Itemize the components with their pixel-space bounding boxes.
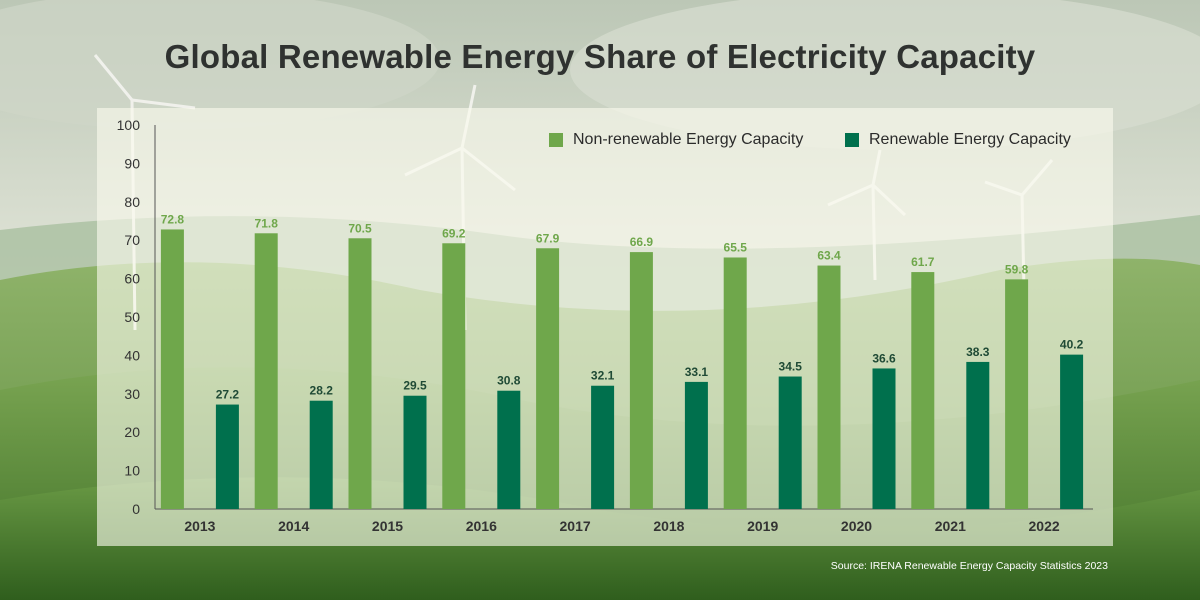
y-tick-label: 100 bbox=[117, 117, 141, 133]
x-tick-label-2021: 2021 bbox=[935, 518, 966, 534]
bar-renewable-2017 bbox=[591, 385, 615, 509]
bar-nonrenewable-2013 bbox=[160, 229, 184, 509]
bar-nonrenewable-2015 bbox=[348, 238, 372, 509]
legend-swatch-renewable bbox=[845, 133, 859, 147]
y-tick-label: 20 bbox=[124, 424, 140, 440]
chart-title: Global Renewable Energy Share of Electri… bbox=[164, 38, 1036, 75]
bar-nonrenewable-2018 bbox=[629, 252, 653, 509]
x-tick-label-2018: 2018 bbox=[653, 518, 684, 534]
value-label-renewable-2015: 29.5 bbox=[403, 379, 427, 393]
value-label-renewable-2019: 34.5 bbox=[779, 360, 803, 374]
x-axis-ticks: 2013 2014 2015 2016 2017 2018 2019 2020 2021 2022 bbox=[184, 518, 1060, 534]
value-label-renewable-2020: 36.6 bbox=[872, 351, 896, 365]
bar-renewable-2014 bbox=[309, 400, 333, 509]
value-labels: 72.8 27.2 71.8 28.2 70.5 29.5 69.2 30.8 67.9 32.1… bbox=[161, 212, 1084, 401]
bar-nonrenewable-2017 bbox=[536, 248, 560, 509]
value-label-nonrenewable-2015: 70.5 bbox=[348, 221, 372, 235]
chart-axes bbox=[154, 125, 1093, 510]
legend-swatch-nonrenewable bbox=[549, 133, 563, 147]
x-tick-label-2016: 2016 bbox=[466, 518, 497, 534]
value-label-nonrenewable-2017: 67.9 bbox=[536, 231, 560, 245]
value-label-renewable-2013: 27.2 bbox=[216, 388, 240, 402]
x-tick-label-2017: 2017 bbox=[560, 518, 591, 534]
legend-label-nonrenewable: Non-renewable Energy Capacity bbox=[573, 131, 804, 148]
y-tick-label: 40 bbox=[124, 347, 140, 363]
value-label-nonrenewable-2019: 65.5 bbox=[724, 240, 748, 254]
x-tick-label-2014: 2014 bbox=[278, 518, 309, 534]
value-label-nonrenewable-2014: 71.8 bbox=[255, 216, 279, 230]
bar-nonrenewable-2021 bbox=[911, 272, 935, 509]
bar-nonrenewable-2014 bbox=[254, 233, 278, 509]
source-note: Source: IRENA Renewable Energy Capacity … bbox=[830, 560, 1108, 572]
x-tick-label-2020: 2020 bbox=[841, 518, 872, 534]
bar-nonrenewable-2016 bbox=[442, 243, 466, 509]
value-label-nonrenewable-2022: 59.8 bbox=[1005, 262, 1029, 276]
y-tick-label: 60 bbox=[124, 271, 140, 287]
y-tick-label: 0 bbox=[132, 501, 140, 517]
bar-nonrenewable-2020 bbox=[817, 265, 841, 509]
bar-renewable-2022 bbox=[1060, 354, 1084, 509]
bar-renewable-2018 bbox=[684, 381, 708, 509]
x-tick-label-2019: 2019 bbox=[747, 518, 778, 534]
bars bbox=[160, 229, 1084, 509]
value-label-nonrenewable-2020: 63.4 bbox=[817, 249, 841, 263]
x-tick-label-2013: 2013 bbox=[184, 518, 215, 534]
value-label-nonrenewable-2016: 69.2 bbox=[442, 226, 466, 240]
bar-renewable-2015 bbox=[403, 395, 427, 509]
bar-renewable-2021 bbox=[966, 361, 990, 509]
y-tick-label: 50 bbox=[124, 309, 140, 325]
value-label-nonrenewable-2013: 72.8 bbox=[161, 212, 185, 226]
value-label-renewable-2018: 33.1 bbox=[685, 365, 709, 379]
value-label-nonrenewable-2021: 61.7 bbox=[911, 255, 935, 269]
x-tick-label-2022: 2022 bbox=[1029, 518, 1060, 534]
x-tick-label-2015: 2015 bbox=[372, 518, 403, 534]
bar-renewable-2020 bbox=[872, 368, 896, 509]
bar-nonrenewable-2019 bbox=[723, 257, 747, 509]
y-tick-label: 80 bbox=[124, 194, 140, 210]
value-label-renewable-2022: 40.2 bbox=[1060, 338, 1084, 352]
bar-renewable-2013 bbox=[215, 404, 239, 509]
value-label-renewable-2016: 30.8 bbox=[497, 374, 521, 388]
legend-label-renewable: Renewable Energy Capacity bbox=[869, 131, 1071, 148]
value-label-renewable-2014: 28.2 bbox=[310, 384, 334, 398]
bar-renewable-2019 bbox=[778, 376, 802, 509]
y-tick-label: 10 bbox=[124, 463, 140, 479]
legend-item-renewable: Renewable Energy Capacity bbox=[845, 131, 1071, 149]
y-tick-label: 30 bbox=[124, 386, 140, 402]
legend-item-nonrenewable: Non-renewable Energy Capacity bbox=[549, 131, 803, 149]
y-tick-label: 90 bbox=[124, 155, 140, 171]
y-axis-ticks: 0 10 20 30 40 50 60 70 80 90 100 bbox=[117, 117, 141, 517]
y-tick-label: 70 bbox=[124, 232, 140, 248]
value-label-nonrenewable-2018: 66.9 bbox=[630, 235, 654, 249]
value-label-renewable-2017: 32.1 bbox=[591, 369, 615, 383]
bar-nonrenewable-2022 bbox=[1005, 279, 1029, 509]
bar-renewable-2016 bbox=[497, 390, 521, 509]
value-label-renewable-2021: 38.3 bbox=[966, 345, 990, 359]
